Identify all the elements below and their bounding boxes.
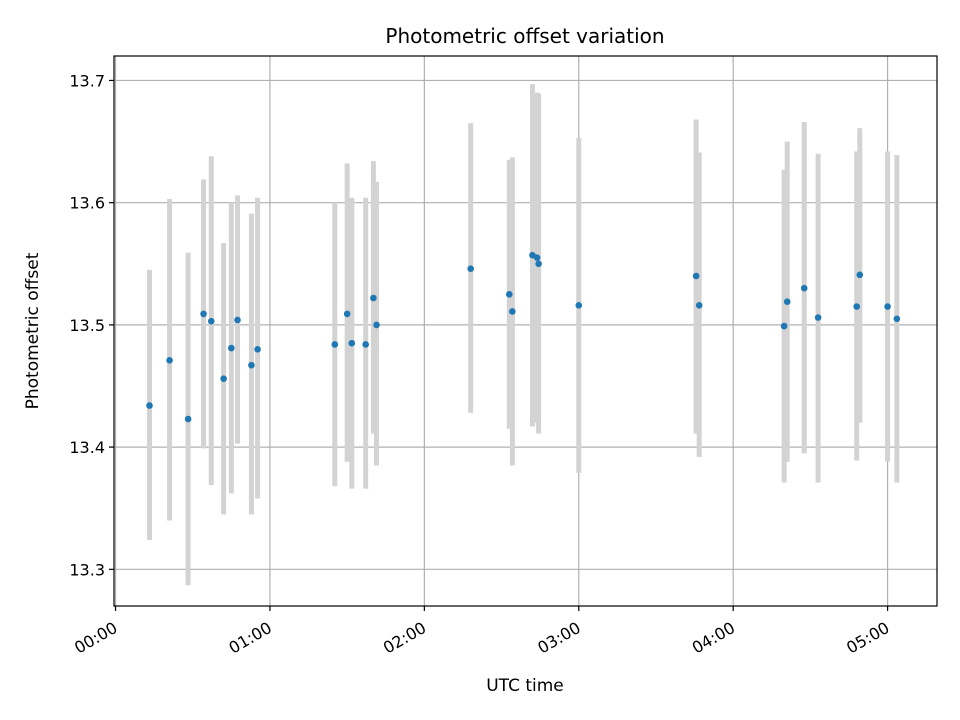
data-point bbox=[893, 315, 901, 323]
y-tick-label: 13.5 bbox=[69, 316, 105, 335]
data-point bbox=[884, 303, 891, 310]
data-point bbox=[207, 317, 215, 325]
data-point bbox=[535, 260, 542, 268]
data-point bbox=[254, 346, 261, 353]
data-point bbox=[184, 415, 192, 423]
y-axis-label: Photometric offset bbox=[23, 252, 43, 409]
data-point bbox=[228, 344, 235, 352]
data-point bbox=[814, 314, 822, 321]
y-tick-label: 13.3 bbox=[69, 560, 105, 579]
data-point bbox=[800, 284, 808, 292]
data-point bbox=[692, 272, 700, 280]
x-axis-label: UTC time bbox=[486, 676, 564, 696]
data-point bbox=[783, 298, 791, 305]
data-point bbox=[343, 310, 351, 318]
data-point bbox=[348, 339, 356, 347]
data-point bbox=[853, 303, 861, 310]
y-tick-label: 13.7 bbox=[69, 71, 105, 90]
y-tick-label: 13.4 bbox=[69, 438, 105, 457]
data-points bbox=[146, 251, 901, 423]
data-point bbox=[575, 302, 583, 309]
data-point bbox=[248, 361, 255, 369]
data-point bbox=[200, 310, 207, 318]
data-point bbox=[533, 254, 541, 261]
data-point bbox=[505, 291, 513, 298]
y-axis-ticks: 13.3 13.4 13.5 13.6 13.7 bbox=[69, 71, 114, 579]
data-point bbox=[362, 341, 369, 348]
data-point bbox=[780, 322, 788, 330]
data-point bbox=[467, 265, 474, 272]
data-point bbox=[695, 302, 703, 309]
data-point bbox=[856, 271, 864, 279]
data-point bbox=[166, 357, 173, 364]
plot-frame bbox=[113, 55, 938, 607]
data-point bbox=[234, 316, 241, 324]
chart-title: Photometric offset variation bbox=[385, 24, 664, 48]
data-point bbox=[373, 321, 380, 329]
data-point bbox=[509, 308, 516, 315]
y-tick-label: 13.6 bbox=[69, 194, 105, 213]
data-point bbox=[146, 402, 153, 409]
data-point bbox=[220, 375, 227, 382]
data-point bbox=[370, 294, 377, 302]
data-point bbox=[331, 341, 339, 348]
